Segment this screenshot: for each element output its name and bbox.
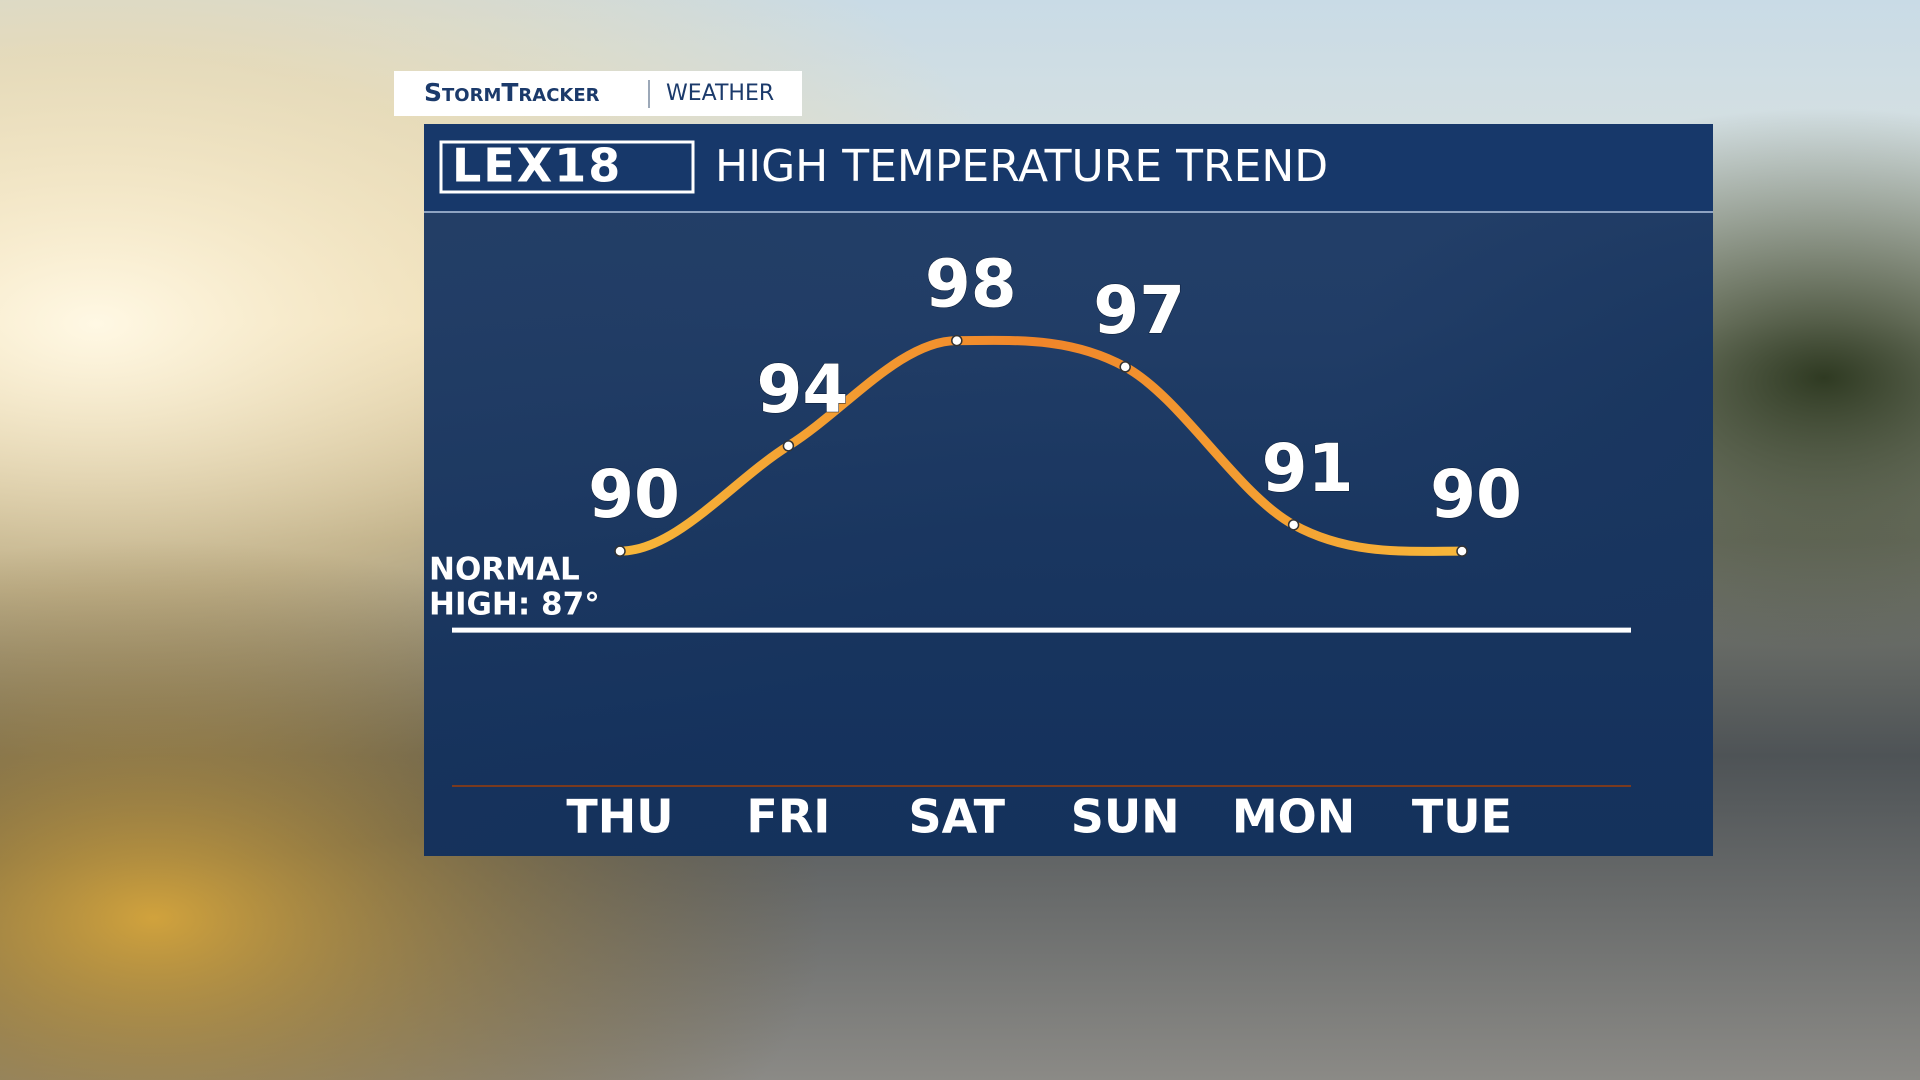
data-label: 97: [1093, 272, 1185, 349]
data-label: 94: [756, 351, 848, 428]
x-tick-label: THU: [566, 790, 673, 844]
brand-tab: [394, 71, 802, 116]
data-label: 90: [588, 456, 680, 533]
logo-box: [439, 140, 695, 194]
data-point: [1456, 545, 1468, 557]
data-label: 91: [1262, 430, 1354, 507]
data-point: [1287, 519, 1300, 531]
data-point: [951, 334, 963, 347]
x-tick-label: TUE: [1412, 790, 1512, 844]
brand: StormTracker: [424, 78, 600, 107]
panel-header: [424, 124, 1713, 212]
section: Weather: [666, 81, 774, 106]
chart-title: HIGH TEMPERATURE TREND: [715, 141, 1328, 192]
temperature-line: [615, 335, 1467, 556]
normal-high-label: HIGH: 87°: [429, 587, 600, 623]
data-point: [614, 545, 626, 557]
x-tick-label: SAT: [909, 790, 1006, 844]
data-label: 98: [925, 246, 1017, 323]
data-point: [782, 440, 795, 452]
normal-high-label: NORMAL: [429, 552, 580, 588]
panel: [424, 124, 1713, 856]
logo: LEX18: [452, 139, 622, 193]
x-tick-label: SUN: [1071, 790, 1180, 844]
data-label: 90: [1430, 456, 1522, 533]
data-point: [1119, 361, 1131, 373]
x-tick-label: MON: [1232, 790, 1355, 844]
x-tick-label: FRI: [746, 790, 830, 844]
